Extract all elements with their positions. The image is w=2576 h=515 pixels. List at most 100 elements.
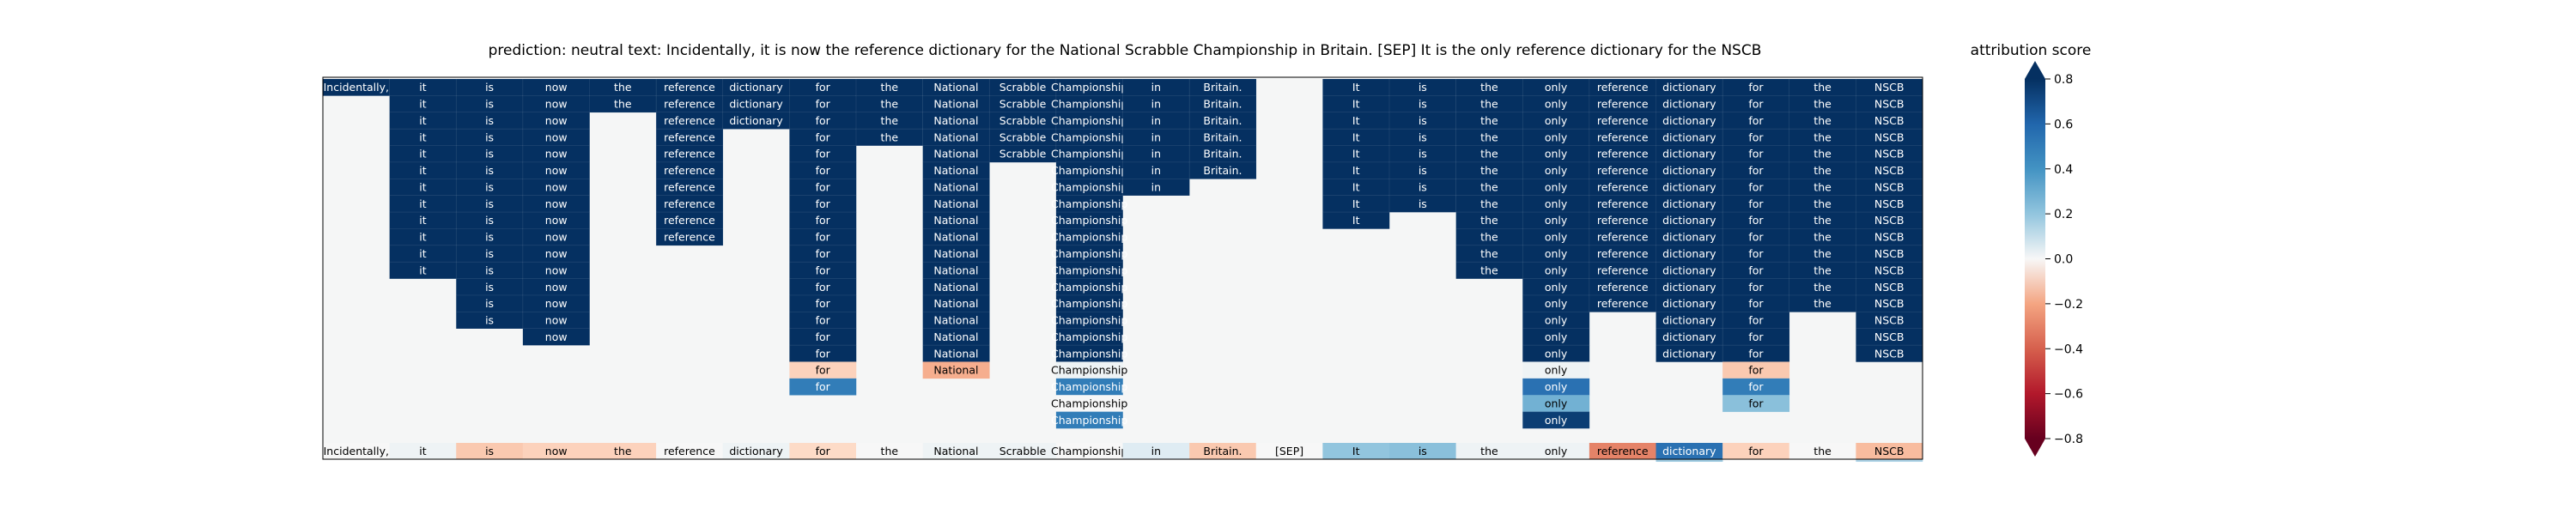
heatmap-cell-label: now: [545, 314, 568, 327]
heatmap-cell-label: It: [1352, 114, 1360, 127]
heatmap-cell-label: dictionary: [1662, 180, 1716, 193]
heatmap-cell-label: only: [1545, 114, 1568, 127]
heatmap-cell-label: the: [1480, 114, 1498, 127]
attribution-cell-label: the: [1480, 445, 1498, 457]
heatmap-cell-label: for: [816, 297, 831, 310]
heatmap-cell-label: the: [614, 98, 632, 111]
heatmap-cell-label: only: [1545, 297, 1568, 310]
attribution-cell-label: only: [1545, 445, 1568, 457]
heatmap-cell-label: now: [545, 247, 568, 260]
heatmap-cell-label: for: [1748, 197, 1764, 210]
heatmap-cell-label: for: [816, 214, 831, 227]
heatmap-cell-label: only: [1545, 214, 1568, 227]
heatmap-cell-label: Championship: [1051, 314, 1127, 327]
attribution-cell: [1455, 443, 1523, 459]
attribution-cell-label: the: [881, 445, 899, 457]
heatmap-cell-label: dictionary: [1662, 347, 1716, 360]
heatmap-cell-label: for: [1748, 397, 1764, 409]
heatmap-cell-label: Scrabble: [999, 114, 1047, 127]
heatmap-cell-label: NSCB: [1874, 330, 1905, 343]
heatmap-cell-label: NSCB: [1874, 214, 1905, 227]
heatmap-cell-label: the: [1814, 281, 1832, 294]
heatmap-cell-label: is: [1419, 98, 1427, 111]
heatmap-cell: [1522, 395, 1590, 412]
heatmap-cell-label: National: [933, 281, 978, 294]
attribution-cell-label: it: [419, 445, 426, 457]
heatmap-cell-label: Championship: [1051, 397, 1127, 409]
heatmap-cell-label: National: [933, 164, 978, 177]
heatmap-cell-label: is: [485, 148, 494, 161]
attribution-cell-label: Championship: [1051, 445, 1127, 457]
attribution-cell-label: dictionary: [1662, 445, 1716, 457]
heatmap-cell-label: dictionary: [1662, 231, 1716, 244]
heatmap-cell-label: It: [1352, 98, 1360, 111]
colorbar-tick-label: −0.8: [2054, 433, 2083, 446]
heatmap-cell-label: Scrabble: [999, 130, 1047, 143]
attribution-cell: [1589, 443, 1656, 459]
heatmap-cell-label: It: [1352, 214, 1360, 227]
heatmap-cell-label: NSCB: [1874, 164, 1905, 177]
heatmap-cell-label: the: [1814, 297, 1832, 310]
heatmap-cell-label: Championship: [1051, 380, 1127, 393]
heatmap-cell-label: now: [545, 164, 568, 177]
heatmap-cell-label: in: [1151, 148, 1161, 161]
heatmap-cell-label: NSCB: [1874, 81, 1905, 94]
heatmap-cell-label: reference: [664, 148, 715, 161]
heatmap-cell-label: is: [1419, 148, 1427, 161]
colorbar-tick-label: 0.4: [2054, 163, 2073, 177]
colorbar-min-extension: [2025, 439, 2045, 457]
heatmap-cell-label: National: [933, 148, 978, 161]
heatmap-cell-label: NSCB: [1874, 114, 1905, 127]
heatmap-cell-label: Championship: [1051, 164, 1127, 177]
heatmap-cell-label: National: [933, 264, 978, 276]
heatmap-cell-label: dictionary: [729, 98, 783, 111]
colorbar-gradient: [2025, 79, 2045, 439]
heatmap-cell-label: now: [545, 98, 568, 111]
heatmap-cell-label: dictionary: [1662, 114, 1716, 127]
colorbar-label: attribution score: [1971, 42, 2092, 59]
heatmap-cell-label: NSCB: [1874, 264, 1905, 276]
attribution-cell: [722, 443, 790, 459]
attribution-cell: [1055, 443, 1123, 459]
heatmap-cell-label: Championship: [1051, 281, 1127, 294]
heatmap-cell-label: NSCB: [1874, 297, 1905, 310]
heatmap-cell-label: is: [1419, 130, 1427, 143]
heatmap-cell-label: the: [881, 98, 899, 111]
heatmap-cell-label: the: [1480, 247, 1498, 260]
heatmap-cell-label: Championship: [1051, 197, 1127, 210]
heatmap-cell-label: dictionary: [1662, 214, 1716, 227]
attribution-cell-label: Britain.: [1203, 445, 1242, 457]
heatmap-cell-label: reference: [1597, 197, 1649, 210]
heatmap-cell-label: only: [1545, 364, 1568, 377]
heatmap-cell-label: National: [933, 114, 978, 127]
heatmap-cell-label: is: [485, 197, 494, 210]
heatmap-cell-label: for: [1748, 264, 1764, 276]
heatmap-cell-label: the: [881, 81, 899, 94]
heatmap-cell-label: the: [1814, 264, 1832, 276]
heatmap-cell-label: the: [1814, 130, 1832, 143]
heatmap-cell-label: Championship: [1051, 330, 1127, 343]
heatmap-cell-label: It: [1352, 148, 1360, 161]
attribution-cell: [1322, 443, 1390, 459]
heatmap-cell-label: dictionary: [729, 114, 783, 127]
heatmap-cell-label: reference: [664, 197, 715, 210]
heatmap-cell-label: for: [1748, 148, 1764, 161]
heatmap-cell-label: Scrabble: [999, 81, 1047, 94]
heatmap-cell-label: for: [1748, 330, 1764, 343]
heatmap-cell-label: it: [419, 114, 426, 127]
attribution-cell: [389, 443, 457, 459]
heatmap-cell-label: NSCB: [1874, 197, 1905, 210]
attribution-cell-label: in: [1151, 445, 1161, 457]
heatmap-cell-label: reference: [1597, 130, 1649, 143]
heatmap-cell-label: Championship: [1051, 214, 1127, 227]
heatmap-cell-label: it: [419, 247, 426, 260]
heatmap-cell-label: the: [1814, 231, 1832, 244]
colorbar-tick-label: 0.2: [2054, 208, 2073, 221]
attribution-cell: [789, 443, 857, 459]
heatmap-cell-label: is: [485, 297, 494, 310]
heatmap-cell-label: the: [1814, 81, 1832, 94]
heatmap-cell-label: is: [485, 214, 494, 227]
heatmap-cell-label: reference: [664, 231, 715, 244]
heatmap-cell-label: the: [1480, 81, 1498, 94]
heatmap-cell-label: the: [1480, 98, 1498, 111]
